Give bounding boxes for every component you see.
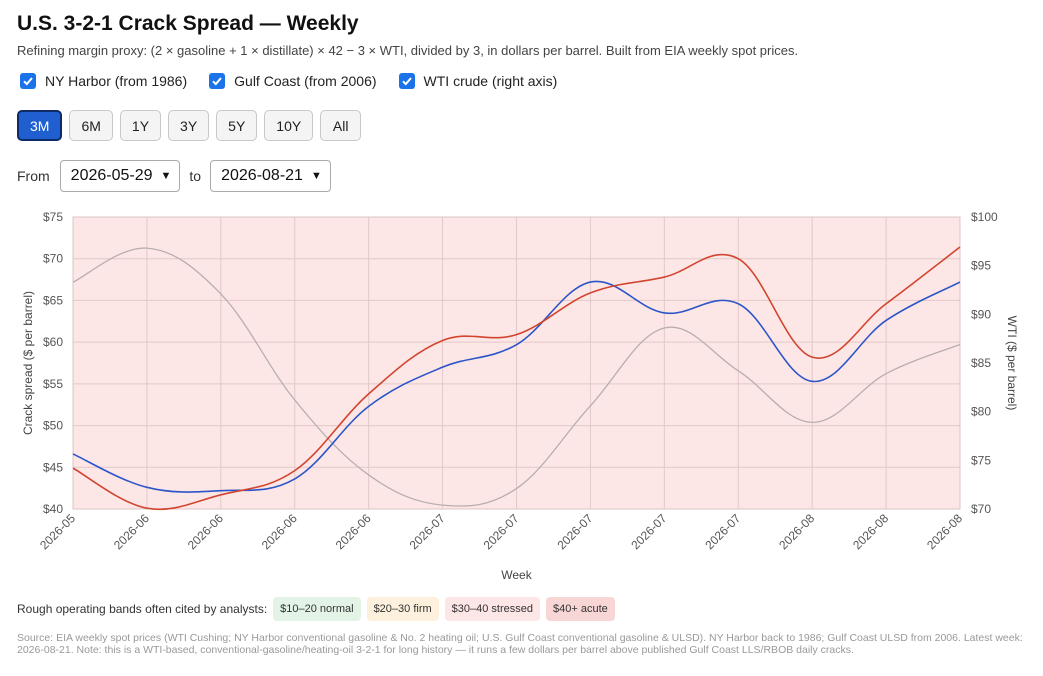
x-tick-label: 2026-08	[850, 511, 891, 552]
series-line-wti	[72, 247, 961, 507]
date-range: From 2026-05-29 ▼ to 2026-08-21 ▼	[17, 160, 331, 192]
range-button-6m[interactable]: 6M	[69, 110, 113, 141]
y-tick-label: $40	[43, 502, 63, 516]
y2-tick-label: $90	[971, 307, 991, 321]
chevron-down-icon: ▼	[160, 170, 172, 182]
x-tick-label: 2026-06	[333, 511, 374, 552]
range-button-3m[interactable]: 3M	[17, 110, 63, 141]
from-date-select[interactable]: 2026-05-29 ▼	[59, 160, 181, 192]
series-line-gulf	[72, 246, 961, 510]
x-tick-label: 2026-08	[924, 511, 965, 552]
to-label: to	[189, 168, 202, 184]
band-stressed: $30–40 stressed	[444, 597, 540, 621]
source-note: Source: EIA weekly spot prices (WTI Cush…	[17, 632, 1023, 656]
crack-spread-chart: $40 $45 $50 $55 $60 $65 $70 $75 $70 $75 $80 $85 $90 $…	[21, 210, 1019, 582]
y-tick-label: $75	[43, 210, 63, 224]
y2-tick-label: $75	[971, 453, 991, 467]
band-acute: $40+ acute	[546, 597, 615, 621]
range-button-3y[interactable]: 3Y	[168, 110, 210, 141]
x-tick-label: 2026-07	[702, 511, 743, 552]
y2-axis-title: WTI ($ per barrel)	[1005, 316, 1019, 411]
y-tick-label: $45	[43, 460, 63, 474]
x-tick-label: 2026-07	[481, 511, 522, 552]
range-button-1y[interactable]: 1Y	[119, 110, 162, 141]
page-subtitle: Refining margin proxy: (2 × gasoline + 1…	[17, 43, 799, 58]
y2-tick-label: $85	[971, 356, 991, 370]
toggle-wti[interactable]: WTI crude (right axis)	[398, 73, 558, 89]
checkbox-checked-icon[interactable]	[209, 73, 226, 89]
to-date-select[interactable]: 2026-08-21 ▼	[210, 160, 331, 192]
x-tick-label: 2026-06	[259, 511, 300, 552]
x-tick-label: 2026-05	[37, 511, 78, 552]
y-tick-label: $65	[43, 293, 63, 307]
series-toggles: NY Harbor (from 1986) Gulf Coast (from 2…	[20, 73, 579, 89]
x-tick-label: 2026-07	[628, 511, 669, 552]
x-tick-label: 2026-07	[554, 511, 595, 552]
range-button-5y[interactable]: 5Y	[216, 110, 258, 141]
to-date-value: 2026-08-21	[221, 167, 303, 184]
operating-bands-legend: Rough operating bands often cited by ana…	[17, 597, 615, 621]
y2-tick-label: $100	[971, 210, 998, 224]
x-tick-label: 2026-06	[111, 511, 152, 552]
toggle-label: WTI crude (right axis)	[423, 73, 558, 89]
chevron-down-icon: ▼	[310, 170, 322, 182]
x-tick-label: 2026-07	[407, 511, 448, 552]
from-label: From	[17, 168, 50, 184]
toggle-label: Gulf Coast (from 2006)	[234, 73, 377, 89]
band-normal: $10–20 normal	[273, 597, 361, 621]
y-tick-label: $50	[43, 419, 63, 433]
x-tick-label: 2026-08	[776, 511, 817, 552]
y2-tick-label: $80	[971, 405, 991, 419]
toggle-label: NY Harbor (from 1986)	[45, 73, 188, 89]
series-line-ny	[72, 280, 961, 493]
plot-area	[72, 216, 961, 510]
y2-tick-label: $95	[971, 259, 991, 273]
checkbox-checked-icon[interactable]	[20, 73, 36, 89]
range-button-all[interactable]: All	[320, 110, 362, 141]
range-button-10y[interactable]: 10Y	[264, 110, 314, 141]
checkbox-checked-icon[interactable]	[398, 73, 415, 89]
x-tick-label: 2026-06	[185, 511, 226, 552]
band-firm: $20–30 firm	[366, 597, 439, 621]
y2-tick-label: $70	[971, 502, 991, 516]
page-title: U.S. 3-2-1 Crack Spread — Weekly	[17, 12, 359, 35]
y-tick-label: $60	[43, 335, 63, 349]
x-axis-title: Week	[501, 568, 532, 582]
y-tick-label: $55	[43, 377, 63, 391]
range-buttons: 3M 6M 1Y 3Y 5Y 10Y All	[17, 110, 368, 141]
toggle-gulf-coast[interactable]: Gulf Coast (from 2006)	[209, 73, 377, 89]
y-axis-title: Crack spread ($ per barrel)	[21, 291, 35, 435]
y-tick-label: $70	[43, 252, 63, 266]
bands-intro: Rough operating bands often cited by ana…	[17, 602, 268, 616]
toggle-ny-harbor[interactable]: NY Harbor (from 1986)	[20, 73, 187, 89]
from-date-value: 2026-05-29	[70, 167, 153, 184]
